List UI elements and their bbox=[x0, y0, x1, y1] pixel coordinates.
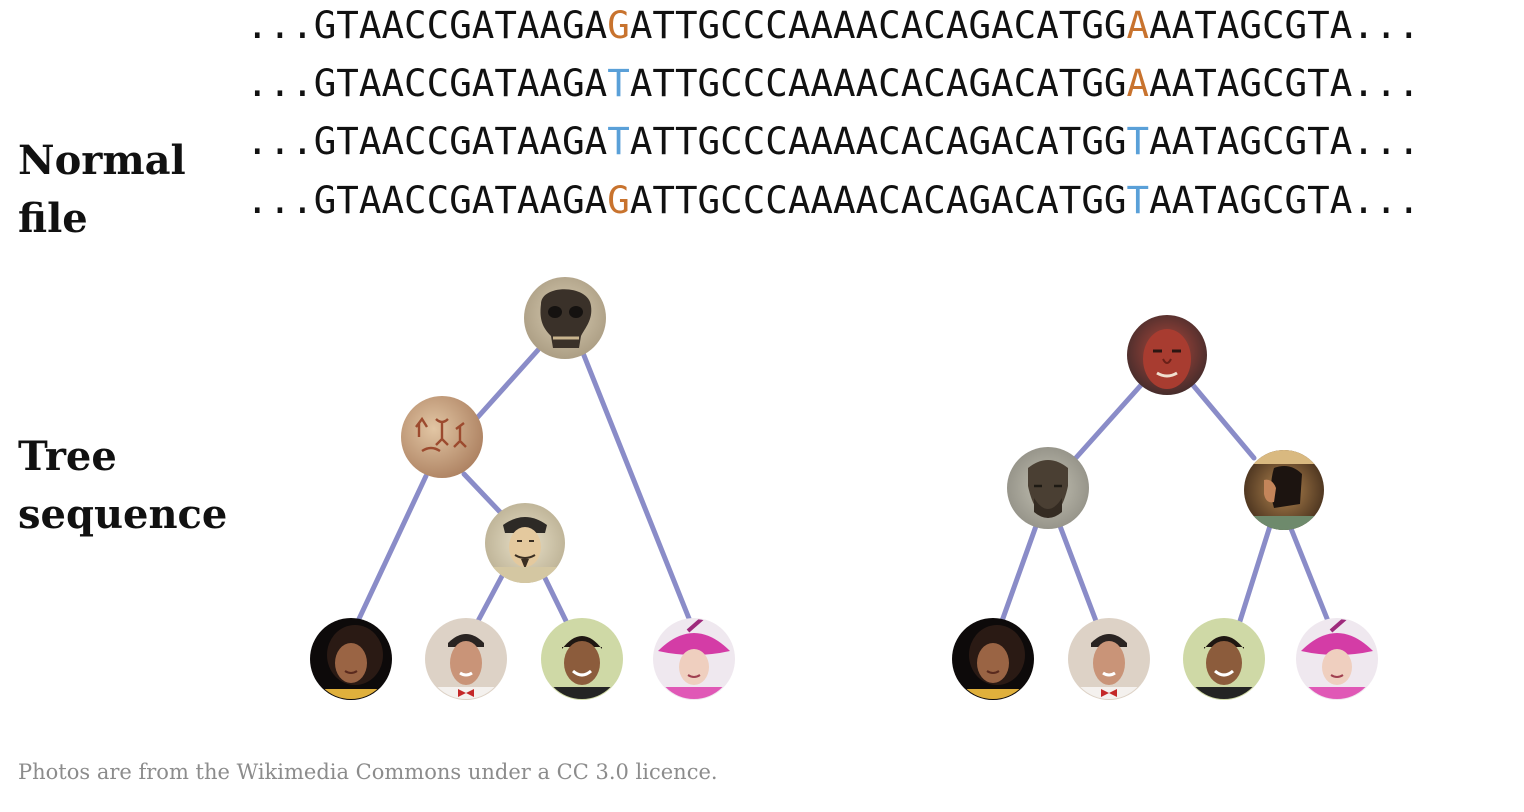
smiling-athlete-portrait-icon bbox=[1183, 618, 1265, 700]
variant-site-1: G bbox=[607, 3, 630, 47]
cave-painting-icon bbox=[401, 396, 483, 478]
tree-edge bbox=[1057, 523, 1099, 624]
variant-site-2: A bbox=[1126, 61, 1150, 105]
sequence-middle: ATTGCCCAAAACACAGACATGG bbox=[629, 3, 1127, 47]
variant-site-1: T bbox=[607, 119, 630, 163]
tree-sequence-label: Tree sequence bbox=[18, 428, 227, 544]
photo-credit: Photos are from the Wikimedia Commons un… bbox=[18, 760, 718, 784]
queen-pink-hat-portrait-icon bbox=[653, 618, 735, 700]
tree-edge bbox=[999, 523, 1039, 624]
sequence-middle: ATTGCCCAAAACACAGACATGG bbox=[629, 178, 1127, 222]
variant-site-2: A bbox=[1126, 3, 1150, 47]
right-tree-edges bbox=[999, 381, 1331, 624]
normal-file-label-line1: Normal bbox=[18, 137, 186, 184]
sequence-row: ...GTAACCGATAAGAGATTGCCCAAAACACAGACATGGA… bbox=[246, 5, 1420, 45]
sequence-row: ...GTAACCGATAAGAGATTGCCCAAAACACAGACATGGT… bbox=[246, 180, 1420, 220]
tree-edge bbox=[474, 347, 541, 421]
neanderthal-face-icon bbox=[1127, 315, 1207, 395]
sequence-row: ...GTAACCGATAAGATATTGCCCAAAACACAGACATGGT… bbox=[246, 121, 1420, 161]
variant-site-1: G bbox=[607, 178, 630, 222]
tree-edge bbox=[475, 573, 505, 624]
tree-edge bbox=[541, 573, 569, 624]
sequence-suffix: AATAGCGTA... bbox=[1149, 3, 1421, 47]
variant-site-2: T bbox=[1126, 119, 1150, 163]
mongol-emperor-portrait-icon bbox=[485, 503, 565, 583]
egyptian-painting-icon bbox=[1244, 450, 1324, 530]
greek-bust-icon bbox=[1007, 447, 1089, 529]
tree-edge bbox=[1237, 523, 1273, 624]
normal-file-label-line2: file bbox=[18, 195, 88, 242]
tree-edge bbox=[461, 471, 503, 515]
tree-edge bbox=[580, 350, 693, 624]
tree-edge bbox=[1287, 523, 1331, 624]
normal-file-label: Normal file bbox=[18, 132, 186, 248]
smiling-athlete-portrait-icon bbox=[541, 618, 623, 700]
woman-speaking-portrait-icon bbox=[952, 618, 1034, 700]
sequence-row: ...GTAACCGATAAGATATTGCCCAAAACACAGACATGGA… bbox=[246, 63, 1420, 103]
tree-edge bbox=[1071, 381, 1145, 463]
sequence-middle: ATTGCCCAAAACACAGACATGG bbox=[629, 119, 1127, 163]
tree-edge bbox=[355, 473, 429, 624]
hominin-skull-icon bbox=[524, 277, 606, 359]
sequence-prefix: ...GTAACCGATAAGA bbox=[246, 178, 608, 222]
person-bowtie-portrait-icon bbox=[1068, 618, 1150, 700]
tree-edge bbox=[1189, 381, 1257, 461]
sequence-prefix: ...GTAACCGATAAGA bbox=[246, 119, 608, 163]
queen-pink-hat-portrait-icon bbox=[1296, 618, 1378, 700]
sequence-suffix: AATAGCGTA... bbox=[1149, 119, 1421, 163]
sequence-suffix: AATAGCGTA... bbox=[1149, 61, 1421, 105]
person-bowtie-portrait-icon bbox=[425, 618, 507, 700]
sequence-prefix: ...GTAACCGATAAGA bbox=[246, 61, 608, 105]
woman-speaking-portrait-icon bbox=[310, 618, 392, 700]
left-tree-edges bbox=[355, 347, 693, 624]
sequence-suffix: AATAGCGTA... bbox=[1149, 178, 1421, 222]
variant-site-2: T bbox=[1126, 178, 1150, 222]
tree-sequence-label-line2: sequence bbox=[18, 491, 228, 538]
sequence-prefix: ...GTAACCGATAAGA bbox=[246, 3, 608, 47]
sequence-middle: ATTGCCCAAAACACAGACATGG bbox=[629, 61, 1127, 105]
tree-sequence-label-line1: Tree bbox=[18, 433, 117, 480]
variant-site-1: T bbox=[607, 61, 630, 105]
